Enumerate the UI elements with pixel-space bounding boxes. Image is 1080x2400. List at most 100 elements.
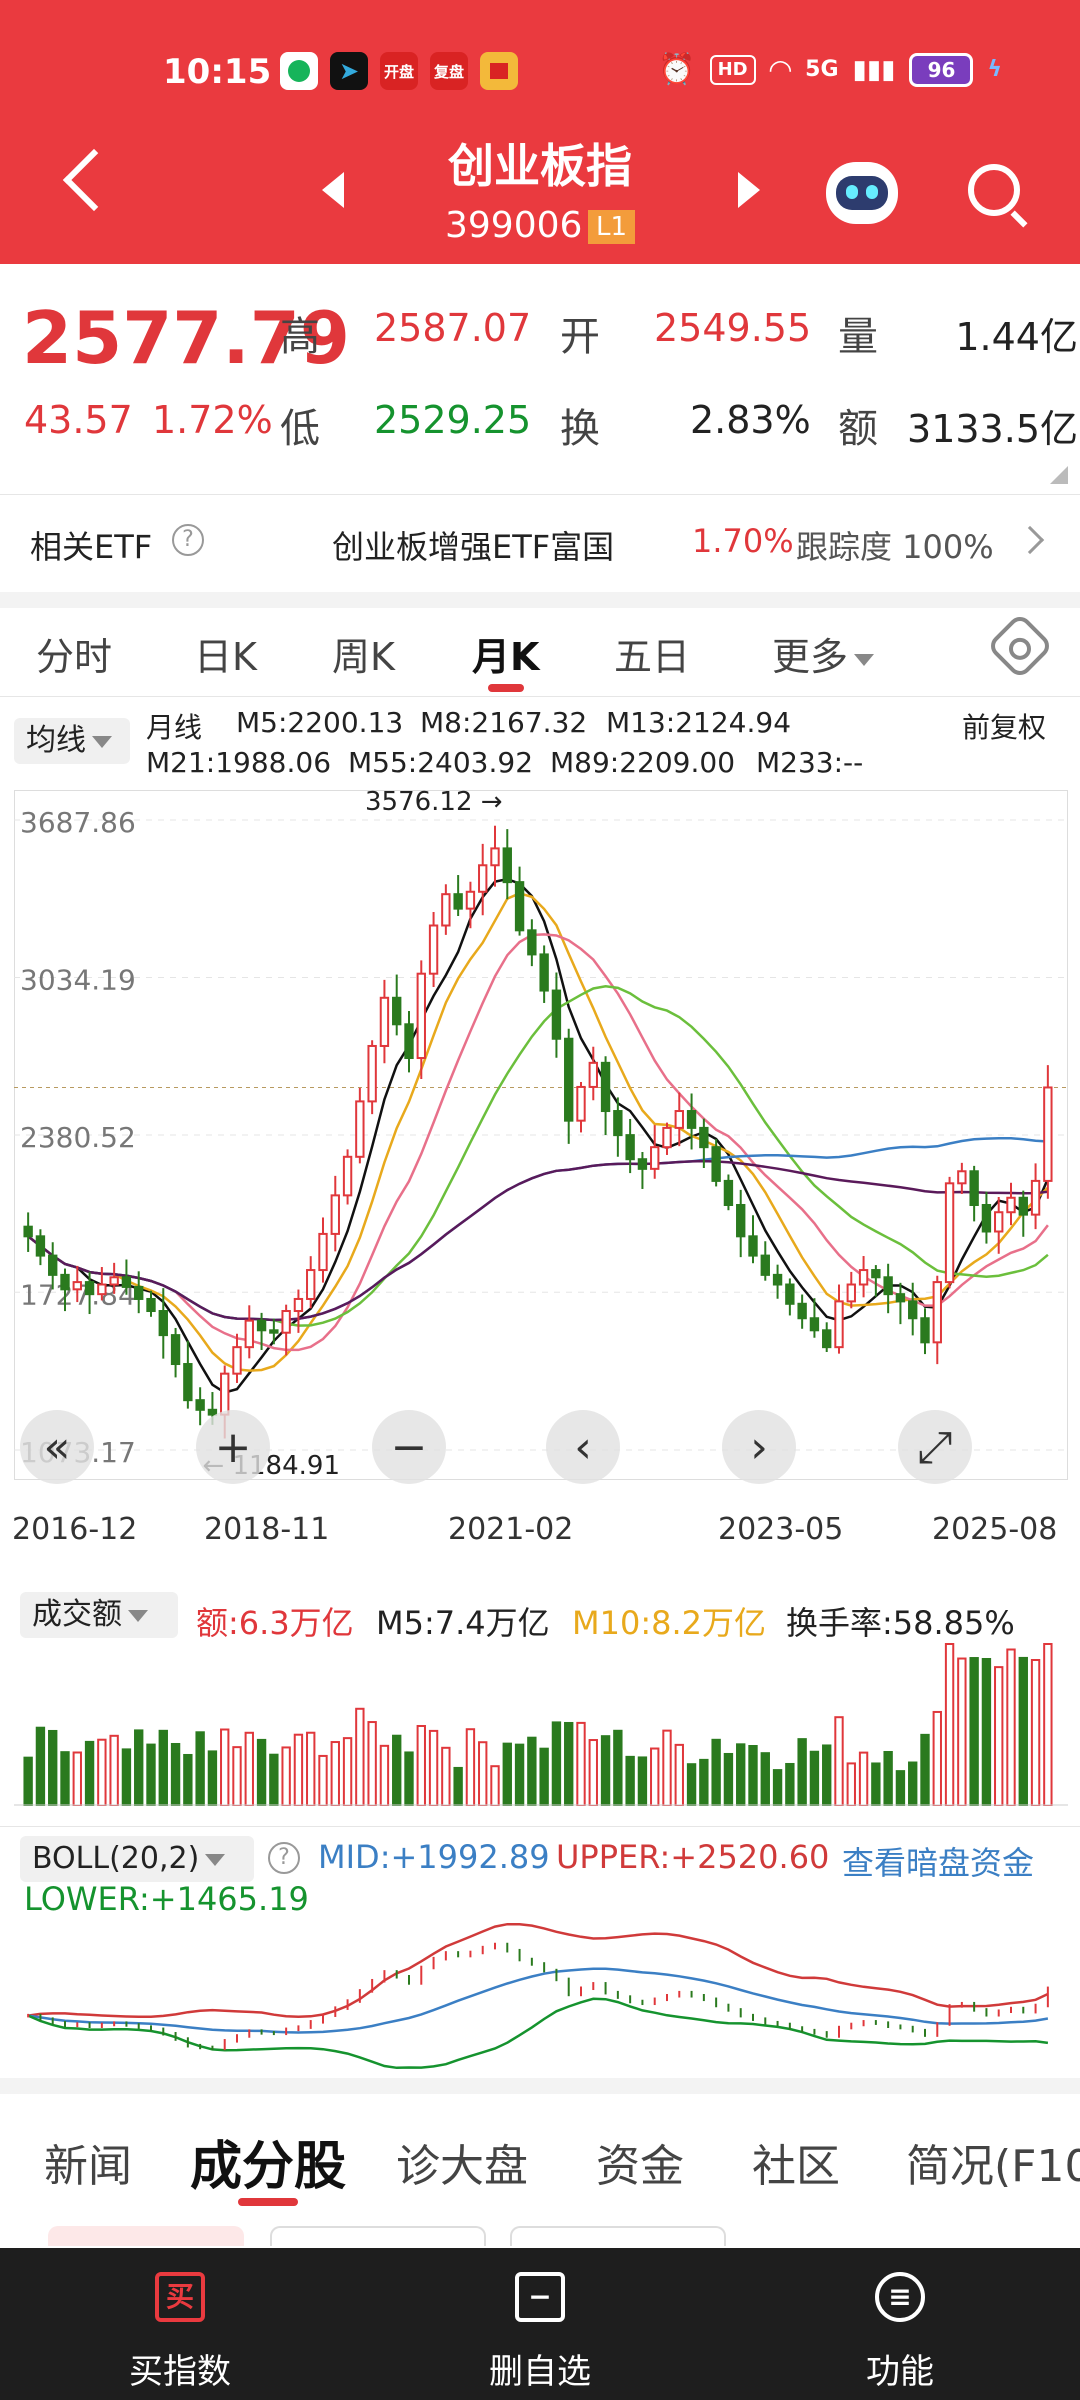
volume-label: 量 <box>838 314 878 360</box>
tab-more[interactable]: 更多 <box>772 626 875 681</box>
volume-bar <box>809 1750 820 1806</box>
search-icon[interactable] <box>968 164 1020 216</box>
candle-body <box>1030 1179 1041 1216</box>
candle-body <box>822 1329 832 1349</box>
nav-functions[interactable]: ≡ 功能 <box>800 2248 1000 2400</box>
boll-chart[interactable] <box>14 1916 1068 2076</box>
volume-bar <box>269 1753 279 1806</box>
caret-down-icon <box>854 653 875 666</box>
candle-body <box>760 1254 770 1276</box>
tab-constituents[interactable]: 成分股 <box>190 2137 347 2197</box>
candle-body <box>84 1281 95 1296</box>
volume-bar <box>244 1731 254 1806</box>
filter-chip[interactable] <box>510 2226 726 2246</box>
candle-body <box>72 1281 82 1291</box>
tab-timeshare[interactable]: 分时 <box>36 635 113 679</box>
robot-eye-left <box>846 185 858 199</box>
tab-profile[interactable]: 简况(F10 <box>906 2141 1080 2192</box>
boll-selector[interactable]: BOLL(20,2) <box>20 1836 254 1882</box>
volume-bar <box>686 1763 697 1806</box>
fullscreen-icon[interactable]: ⤢ <box>898 1410 972 1484</box>
scroll-left-icon[interactable]: ‹ <box>546 1410 620 1484</box>
volume-bar <box>957 1657 967 1806</box>
nav-remove-watchlist[interactable]: − 删自选 <box>440 2248 640 2400</box>
robot-icon[interactable] <box>826 162 898 224</box>
tab-funds[interactable]: 资金 <box>596 2141 684 2192</box>
ma-233: M233:-- <box>756 746 864 779</box>
tab-monthly-k[interactable]: 月K <box>472 635 540 679</box>
y-tick-label: 3687.86 <box>20 806 136 839</box>
candle-body <box>465 890 476 910</box>
candle-body <box>97 1283 107 1296</box>
tab-market-diagnosis[interactable]: 诊大盘 <box>396 2141 528 2192</box>
y-tick-label: 2380.52 <box>20 1121 136 1154</box>
tab-weekly-k[interactable]: 周K <box>332 635 395 679</box>
adjust-mode[interactable]: 前复权 <box>962 711 1047 744</box>
hd-icon: HD <box>709 54 756 85</box>
candle-body <box>981 1203 992 1233</box>
buy-icon: 买 <box>155 2272 205 2322</box>
ma-5: M5:2200.13 <box>236 706 404 739</box>
nav-buy-index[interactable]: 买 买指数 <box>80 2248 280 2400</box>
volume-selector[interactable]: 成交额 <box>20 1592 178 1638</box>
candle-body <box>736 1203 746 1238</box>
prev-icon[interactable] <box>322 172 344 208</box>
volume-selector-label: 成交额 <box>32 1597 122 1632</box>
zoom-out-icon[interactable]: − <box>372 1410 446 1484</box>
index-code: 399006 <box>445 205 583 246</box>
date-tick: 2021-02 <box>448 1512 574 1547</box>
volume-bar <box>220 1728 230 1806</box>
nav-label: 功能 <box>866 2352 934 2392</box>
volume-bar <box>392 1734 402 1806</box>
volume-bar <box>908 1761 918 1806</box>
menu-icon: ≡ <box>875 2272 925 2322</box>
candle-body <box>772 1273 783 1286</box>
volume-bar <box>944 1643 955 1806</box>
expand-corner-icon[interactable] <box>1050 466 1068 484</box>
volume-bar <box>158 1729 168 1806</box>
boll-upper: UPPER:+2520.60 <box>556 1838 830 1876</box>
indicator-selector[interactable]: 均线 <box>14 718 130 764</box>
volume-bar <box>134 1729 144 1806</box>
boll-lower-line <box>27 1997 1049 2070</box>
zoom-out-all-icon[interactable]: « <box>20 1410 94 1484</box>
filter-chip[interactable] <box>270 2226 486 2246</box>
help-icon[interactable]: ? <box>172 524 204 556</box>
scroll-right-icon[interactable]: › <box>722 1410 796 1484</box>
volume-bar <box>662 1729 672 1806</box>
related-etf-row[interactable]: 相关ETF ? 创业板增强ETF富国 1.70% 跟踪度 100% <box>0 496 1080 592</box>
help-icon[interactable]: ? <box>268 1842 300 1874</box>
ma-21: M21:1988.06 <box>146 746 332 779</box>
candle-body <box>478 864 488 893</box>
tab-daily-k[interactable]: 日K <box>194 635 257 679</box>
volume-bar <box>379 1744 390 1806</box>
tab-community[interactable]: 社区 <box>752 2141 840 2192</box>
candle-body <box>613 1110 623 1137</box>
candle-body <box>1006 1196 1016 1214</box>
candle-body <box>355 1100 365 1158</box>
candle-body <box>158 1310 168 1337</box>
remove-icon: − <box>515 2272 565 2322</box>
volume-bar <box>170 1742 181 1806</box>
candle-body <box>834 1300 844 1349</box>
candle-body <box>969 1170 979 1206</box>
candle-body <box>48 1254 58 1276</box>
boll-lower: LOWER:+1465.19 <box>24 1880 309 1918</box>
zoom-in-icon[interactable]: + <box>196 1410 270 1484</box>
volume-bar <box>613 1729 623 1806</box>
volume-bar <box>564 1721 574 1806</box>
volume-chart[interactable] <box>14 1634 1068 1806</box>
volume-bar <box>527 1736 537 1806</box>
volume-bar <box>502 1742 512 1806</box>
next-icon[interactable] <box>738 172 760 208</box>
dark-pool-link[interactable]: 查看暗盘资金 <box>842 1844 1035 1882</box>
tab-news[interactable]: 新闻 <box>44 2141 132 2192</box>
tab-five-day[interactable]: 五日 <box>614 635 691 679</box>
filter-chip[interactable] <box>48 2226 244 2246</box>
volume-bar <box>48 1729 58 1806</box>
volume-bar <box>428 1729 439 1806</box>
volume-bar <box>330 1741 340 1806</box>
candle-body <box>797 1302 807 1320</box>
candle-body <box>858 1269 869 1286</box>
